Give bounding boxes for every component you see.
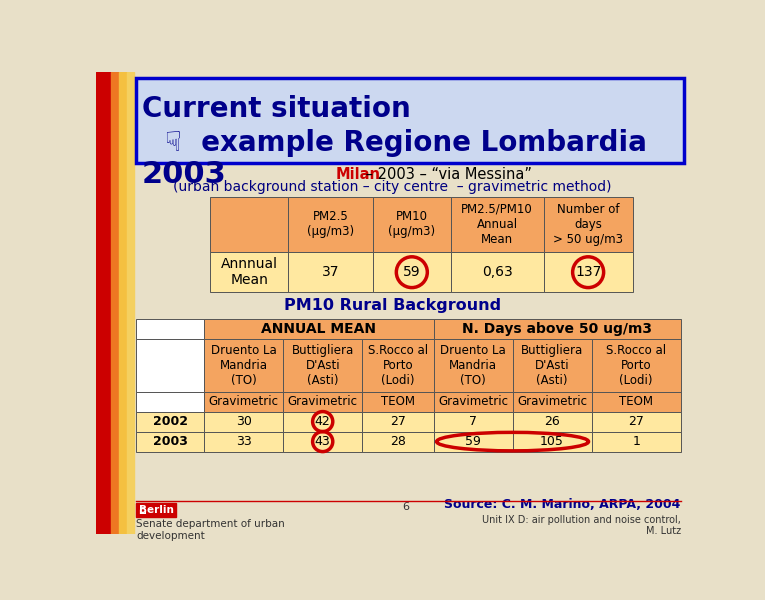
Text: PM10 Rural Background: PM10 Rural Background	[284, 298, 501, 313]
Text: TEOM: TEOM	[619, 395, 653, 408]
Bar	[434, 392, 513, 412]
Text: TEOM: TEOM	[381, 395, 415, 408]
Bar	[513, 431, 591, 452]
Bar	[544, 197, 633, 252]
Text: N. Days above 50 ug/m3: N. Days above 50 ug/m3	[462, 322, 652, 336]
Bar	[204, 412, 283, 431]
Text: 26: 26	[544, 415, 560, 428]
Bar	[373, 252, 451, 292]
Text: 2003: 2003	[142, 160, 227, 189]
Text: ☟  example Regione Lombardia: ☟ example Regione Lombardia	[164, 129, 646, 157]
Text: 0,63: 0,63	[482, 265, 513, 279]
Text: 2002: 2002	[152, 415, 187, 428]
Text: Milan: Milan	[336, 167, 381, 182]
Bar	[136, 412, 204, 431]
Text: 33: 33	[236, 435, 252, 448]
Bar	[119, 72, 127, 534]
Text: PM2.5/PM10
Annual
Mean: PM2.5/PM10 Annual Mean	[461, 203, 533, 246]
Text: S.Rocco al
Porto
(Lodi): S.Rocco al Porto (Lodi)	[368, 344, 428, 387]
Bar	[373, 197, 451, 252]
Bar	[136, 319, 204, 339]
Bar	[210, 197, 288, 252]
Bar	[362, 412, 434, 431]
Text: PM10
(µg/m3): PM10 (µg/m3)	[389, 211, 435, 238]
Bar	[204, 431, 283, 452]
Bar	[434, 412, 513, 431]
Text: 6: 6	[402, 502, 409, 512]
Bar	[434, 319, 681, 339]
Text: 59: 59	[403, 265, 421, 279]
Text: Senate department of urban
development: Senate department of urban development	[136, 520, 285, 541]
Bar	[136, 339, 204, 392]
Text: 28: 28	[390, 435, 405, 448]
Text: Buttigliera
D'Asti
(Asti): Buttigliera D'Asti (Asti)	[291, 344, 354, 387]
Text: Buttigliera
D'Asti
(Asti): Buttigliera D'Asti (Asti)	[521, 344, 583, 387]
Bar	[204, 392, 283, 412]
Bar	[96, 72, 103, 534]
Text: (urban background station – city centre  – gravimetric method): (urban background station – city centre …	[173, 181, 612, 194]
Text: Gravimetric: Gravimetric	[438, 395, 508, 408]
Bar	[103, 72, 111, 534]
Text: Gravimetric: Gravimetric	[517, 395, 587, 408]
Bar	[362, 431, 434, 452]
Text: Unit IX D: air pollution and noise control,
M. Lutz: Unit IX D: air pollution and noise contr…	[482, 515, 681, 536]
Bar	[283, 392, 362, 412]
Bar	[136, 431, 204, 452]
Bar	[591, 431, 681, 452]
Text: Source: C. M. Marino, ARPA, 2004: Source: C. M. Marino, ARPA, 2004	[444, 498, 681, 511]
Bar	[288, 252, 373, 292]
Text: – 2003 – “via Messina”: – 2003 – “via Messina”	[361, 167, 532, 182]
Text: 7: 7	[469, 415, 477, 428]
Bar	[451, 252, 544, 292]
Bar	[283, 339, 362, 392]
Text: 43: 43	[315, 435, 330, 448]
Bar	[591, 392, 681, 412]
Bar	[362, 392, 434, 412]
Bar	[210, 252, 288, 292]
Text: ⌂: ⌂	[138, 503, 146, 517]
Text: Berlin: Berlin	[138, 505, 174, 515]
FancyBboxPatch shape	[136, 78, 684, 163]
Bar	[451, 197, 544, 252]
Bar	[362, 339, 434, 392]
Bar	[434, 339, 513, 392]
Text: S.Rocco al
Porto
(Lodi): S.Rocco al Porto (Lodi)	[606, 344, 666, 387]
Bar	[204, 339, 283, 392]
Text: Druento La
Mandria
(TO): Druento La Mandria (TO)	[211, 344, 276, 387]
Bar	[136, 503, 176, 517]
Text: PM2.5
(µg/m3): PM2.5 (µg/m3)	[307, 211, 354, 238]
Text: 105: 105	[540, 435, 564, 448]
Bar	[591, 412, 681, 431]
Text: Number of
days
> 50 ug/m3: Number of days > 50 ug/m3	[553, 203, 623, 246]
Bar	[513, 339, 591, 392]
Text: 27: 27	[628, 415, 644, 428]
Bar	[127, 72, 135, 534]
Text: 59: 59	[465, 435, 481, 448]
Text: 2003: 2003	[152, 435, 187, 448]
Bar	[544, 252, 633, 292]
Text: 42: 42	[315, 415, 330, 428]
Bar	[136, 392, 204, 412]
Text: 137: 137	[575, 265, 601, 279]
Bar	[513, 392, 591, 412]
Bar	[591, 339, 681, 392]
Text: ANNUAL MEAN: ANNUAL MEAN	[262, 322, 376, 336]
Bar	[204, 319, 434, 339]
Text: 37: 37	[322, 265, 339, 279]
Bar	[283, 431, 362, 452]
Text: 27: 27	[390, 415, 405, 428]
Bar	[288, 197, 373, 252]
Bar	[513, 412, 591, 431]
Bar	[434, 431, 513, 452]
Bar	[111, 72, 119, 534]
Text: Current situation: Current situation	[142, 95, 411, 123]
Text: 1: 1	[632, 435, 640, 448]
Text: 30: 30	[236, 415, 252, 428]
Text: Annnual
Mean: Annnual Mean	[220, 257, 278, 287]
Bar	[283, 412, 362, 431]
Text: Druento La
Mandria
(TO): Druento La Mandria (TO)	[440, 344, 506, 387]
Text: Gravimetric: Gravimetric	[209, 395, 278, 408]
Text: Gravimetric: Gravimetric	[288, 395, 358, 408]
